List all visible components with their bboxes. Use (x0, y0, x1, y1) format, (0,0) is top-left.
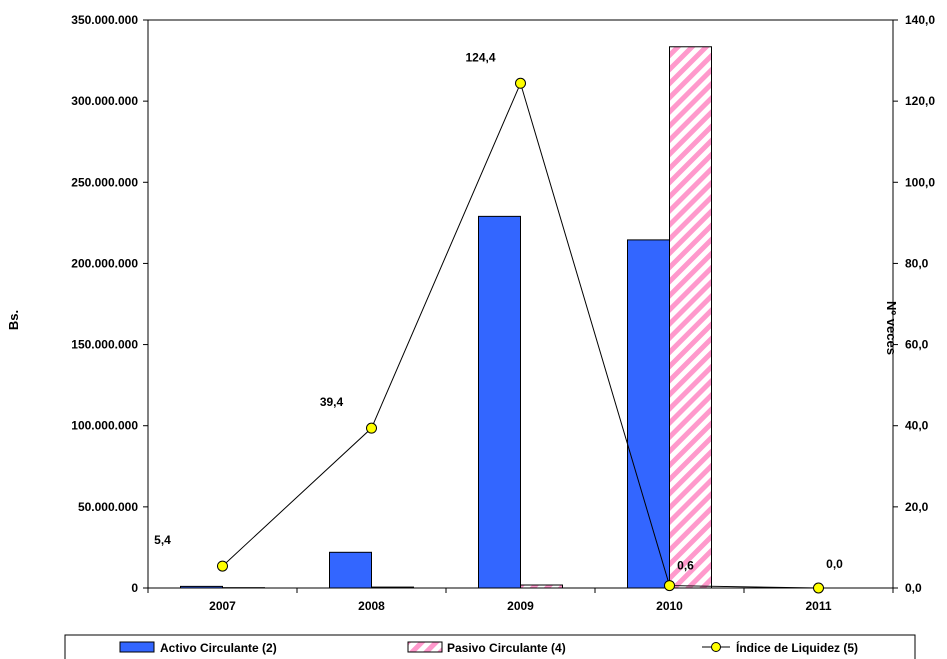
y2-tick-label: 140,0 (905, 13, 935, 27)
bar-activo (627, 239, 670, 589)
y-tick-label: 350.000.000 (71, 13, 138, 27)
liquidity-marker (664, 580, 675, 592)
legend-swatch-marker (711, 642, 721, 652)
bar-pasivo (371, 586, 414, 589)
liquidity-data-label: 39,4 (320, 395, 344, 409)
y2-tick-label: 40,0 (905, 419, 929, 433)
bar-activo (478, 215, 521, 589)
y-tick-label: 100.000.000 (71, 419, 138, 433)
y2-tick-label: 100,0 (905, 175, 935, 189)
x-tick-label: 2007 (209, 599, 236, 613)
y-axis-title: Bs. (6, 310, 21, 330)
y2-axis-title: Nº veces (884, 301, 899, 355)
bar-pasivo (669, 46, 712, 589)
legend: Activo Circulante (2) Pasivo Circulante … (64, 634, 916, 659)
x-tick-label: 2010 (656, 599, 683, 613)
liquidity-marker (515, 77, 526, 89)
x-tick-label: 2009 (507, 599, 534, 613)
y-tick-label: 250.000.000 (71, 175, 138, 189)
y-tick-label: 300.000.000 (71, 94, 138, 108)
y2-tick-label: 0,0 (905, 581, 922, 595)
liquidity-marker (366, 422, 377, 434)
bar-activo (329, 551, 372, 589)
liquidity-data-label: 0,0 (826, 557, 843, 571)
legend-label-pasivo: Pasivo Circulante (4) (447, 641, 566, 655)
legend-swatch-pasivo (407, 641, 443, 653)
y-tick-label: 200.000.000 (71, 256, 138, 270)
liquidity-data-label: 124,4 (465, 50, 495, 64)
legend-label-activo: Activo Circulante (2) (160, 641, 277, 655)
legend-label-liquidez: Índice de Liquidez (5) (736, 640, 858, 655)
legend-box (64, 634, 916, 659)
y2-tick-label: 120,0 (905, 94, 935, 108)
legend-swatch-activo (119, 641, 155, 653)
liquidity-marker (217, 560, 228, 572)
y-tick-label: 50.000.000 (78, 500, 138, 514)
y2-tick-label: 80,0 (905, 256, 929, 270)
bars (180, 46, 712, 589)
liquidity-data-label: 5,4 (154, 533, 171, 547)
liquidity-line: 5,4 39,4 124,4 0,6 0,0 (154, 50, 843, 594)
y2-tick-label: 20,0 (905, 500, 929, 514)
y-tick-label: 150.000.000 (71, 338, 138, 352)
x-tick-label: 2011 (805, 599, 831, 613)
liquidity-data-label: 0,6 (677, 559, 694, 573)
x-tick-label: 2008 (358, 599, 385, 613)
bar-pasivo (520, 584, 563, 589)
liquidity-marker (813, 582, 824, 594)
y2-tick-label: 60,0 (905, 338, 929, 352)
y-tick-label: 0 (131, 581, 138, 595)
bar-activo (180, 585, 223, 589)
